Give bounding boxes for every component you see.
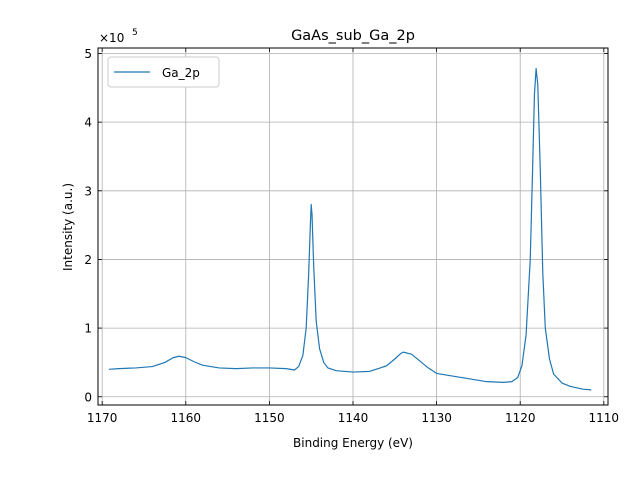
x-tick-label: 1160 <box>171 411 202 425</box>
y-tick-label: 0 <box>84 390 92 404</box>
x-axis-label: Binding Energy (eV) <box>293 436 413 450</box>
series-line-ga-2p <box>108 68 592 391</box>
x-tick-label: 1120 <box>505 411 536 425</box>
axis-ticks: 1170 1160 1150 1140 1130 1120 1110 0 1 2 3 4 5 <box>84 47 619 425</box>
y-axis-label: Intensity (a.u.) <box>61 183 75 271</box>
grid-lines <box>98 48 608 405</box>
y-tick-label: 2 <box>84 253 92 267</box>
x-tick-label: 1110 <box>589 411 620 425</box>
y-tick-label: 1 <box>84 322 92 336</box>
y-tick-label: 5 <box>84 47 92 61</box>
y-multiplier-exponent: 5 <box>132 28 138 38</box>
x-tick-label: 1130 <box>421 411 452 425</box>
x-tick-label: 1140 <box>338 411 369 425</box>
y-multiplier-base: ×10 <box>99 31 124 45</box>
y-axis-multiplier: ×10 5 <box>99 28 138 45</box>
x-tick-label: 1150 <box>254 411 285 425</box>
y-tick-label: 4 <box>84 116 92 130</box>
legend-label: Ga_2p <box>162 66 200 80</box>
chart-title: GaAs_sub_Ga_2p <box>291 28 415 44</box>
legend: Ga_2p <box>107 56 220 88</box>
y-tick-label: 3 <box>84 184 92 198</box>
x-tick-label: 1170 <box>87 411 118 425</box>
series-layer <box>108 68 592 391</box>
legend-box <box>107 56 220 88</box>
